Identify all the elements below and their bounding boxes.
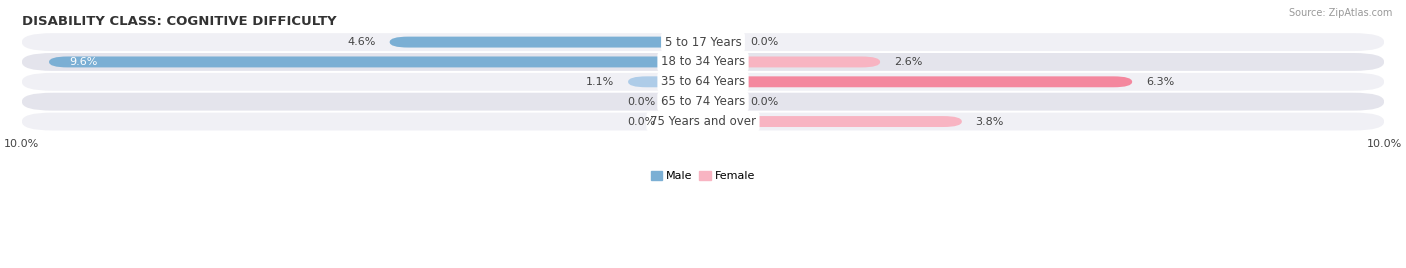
FancyBboxPatch shape — [703, 76, 1132, 87]
FancyBboxPatch shape — [703, 37, 737, 47]
Text: 3.8%: 3.8% — [976, 117, 1004, 126]
Text: 5 to 17 Years: 5 to 17 Years — [665, 36, 741, 49]
FancyBboxPatch shape — [703, 57, 880, 68]
Text: DISABILITY CLASS: COGNITIVE DIFFICULTY: DISABILITY CLASS: COGNITIVE DIFFICULTY — [21, 15, 336, 28]
Text: 0.0%: 0.0% — [627, 117, 655, 126]
Text: 0.0%: 0.0% — [751, 97, 779, 107]
Text: 1.1%: 1.1% — [586, 77, 614, 87]
Text: 65 to 74 Years: 65 to 74 Years — [661, 95, 745, 108]
FancyBboxPatch shape — [703, 116, 962, 127]
Text: 9.6%: 9.6% — [69, 57, 98, 67]
FancyBboxPatch shape — [703, 96, 737, 107]
FancyBboxPatch shape — [21, 53, 1385, 71]
FancyBboxPatch shape — [669, 96, 703, 107]
FancyBboxPatch shape — [669, 116, 703, 127]
Legend: Male, Female: Male, Female — [647, 166, 759, 186]
FancyBboxPatch shape — [21, 113, 1385, 131]
FancyBboxPatch shape — [49, 57, 703, 68]
Text: 75 Years and over: 75 Years and over — [650, 115, 756, 128]
Text: 4.6%: 4.6% — [347, 37, 375, 47]
Text: 0.0%: 0.0% — [751, 37, 779, 47]
FancyBboxPatch shape — [21, 73, 1385, 91]
FancyBboxPatch shape — [21, 93, 1385, 111]
Text: 35 to 64 Years: 35 to 64 Years — [661, 75, 745, 88]
FancyBboxPatch shape — [628, 76, 703, 87]
Text: 18 to 34 Years: 18 to 34 Years — [661, 55, 745, 68]
Text: Source: ZipAtlas.com: Source: ZipAtlas.com — [1288, 8, 1392, 18]
FancyBboxPatch shape — [21, 33, 1385, 51]
Text: 2.6%: 2.6% — [894, 57, 922, 67]
Text: 6.3%: 6.3% — [1146, 77, 1174, 87]
FancyBboxPatch shape — [389, 37, 703, 47]
Text: 0.0%: 0.0% — [627, 97, 655, 107]
